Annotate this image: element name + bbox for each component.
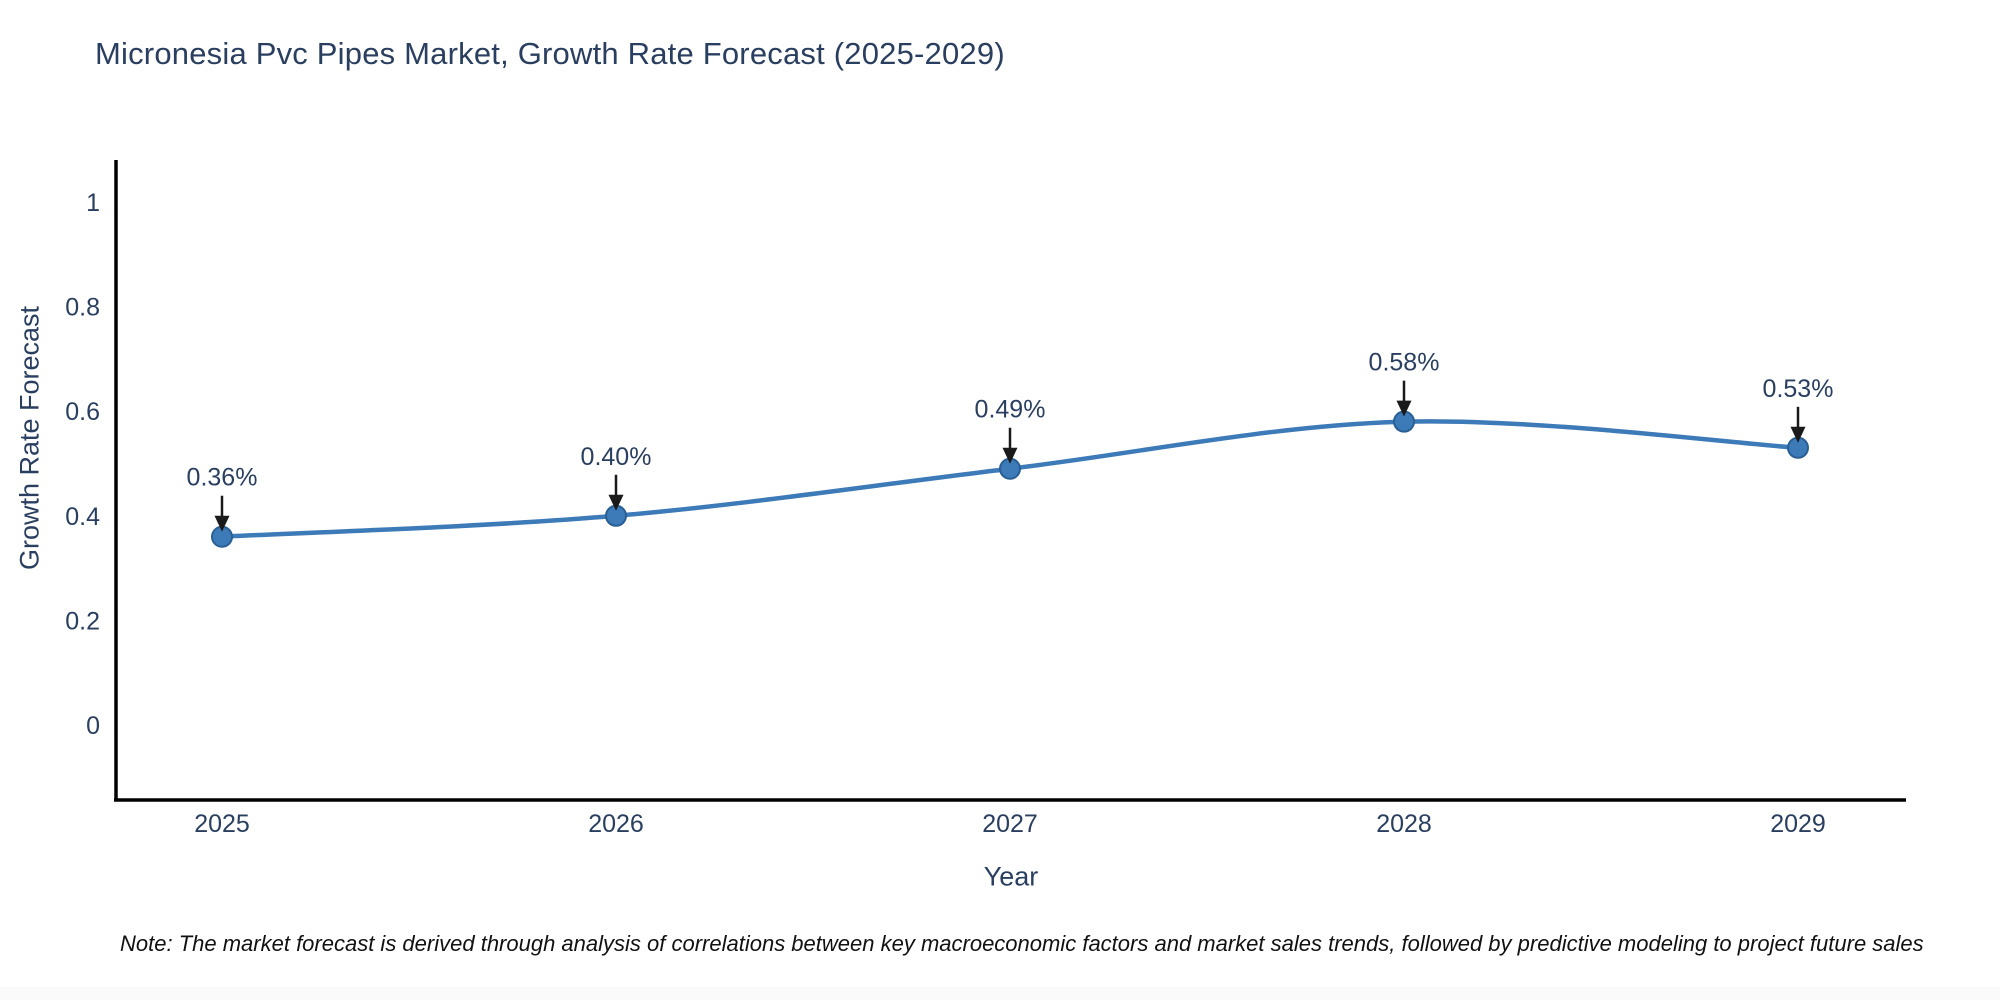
x-axis-title: Year [983,861,1039,892]
annotation-arrowhead-icon [1790,426,1806,443]
y-tick-label: 0.4 [65,503,100,531]
x-tick-label: 2029 [1770,810,1826,838]
x-tick-label: 2027 [982,810,1038,838]
annotation-arrowhead-icon [214,515,230,532]
footer-strip [0,987,2000,1000]
data-point-label: 0.58% [1369,349,1440,377]
x-tick-label: 2025 [194,810,250,838]
data-point-label: 0.36% [187,464,258,492]
footnote: Note: The market forecast is derived thr… [120,931,1924,956]
annotation-arrowhead-icon [1002,447,1018,464]
data-point-label: 0.49% [975,396,1046,424]
line-chart-plot-area[interactable]: 0 0.2 0.4 0.6 0.8 1 2025 2026 2027 2028 2029 0.36% 0… [0,0,2000,920]
y-tick-label: 0 [86,712,100,740]
data-point-label: 0.40% [581,443,652,471]
chart-title: Micronesia Pvc Pipes Market, Growth Rate… [95,36,1005,71]
data-point-label: 0.53% [1763,375,1834,403]
x-tick-label: 2028 [1376,810,1432,838]
x-tick-label: 2026 [588,810,644,838]
y-tick-label: 0.8 [65,294,100,322]
y-tick-label: 0.6 [65,398,100,426]
annotation-arrowhead-icon [608,494,624,511]
y-tick-label: 1 [86,189,100,217]
y-tick-label: 0.2 [65,607,100,635]
annotation-arrowhead-icon [1396,400,1412,417]
